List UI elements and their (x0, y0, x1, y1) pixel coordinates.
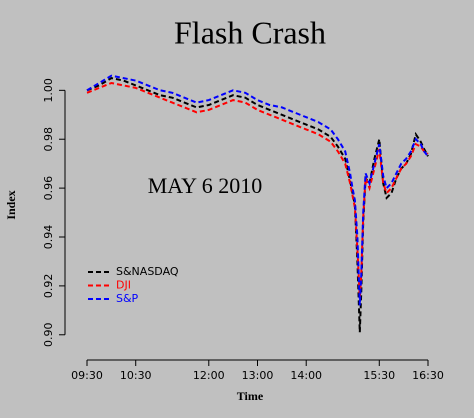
y-tick-label: 0.98 (42, 127, 55, 152)
y-tick-label: 0.96 (42, 176, 55, 201)
y-tick-label: 0.90 (42, 323, 55, 348)
y-tick-label: 1.00 (42, 78, 55, 103)
legend-label: S&NASDAQ (116, 265, 179, 278)
y-tick-label: 0.92 (42, 274, 55, 299)
x-tick-label: 13:00 (242, 369, 274, 382)
x-tick-label: 14:00 (290, 369, 322, 382)
x-axis-label: Time (237, 389, 264, 403)
x-tick-label: 10:30 (120, 369, 152, 382)
y-axis-label: Index (4, 190, 18, 219)
legend-label: S&P (116, 292, 139, 305)
x-tick-label: 16:30 (412, 369, 444, 382)
x-tick-label: 15:30 (363, 369, 395, 382)
x-tick-label: 12:00 (193, 369, 225, 382)
legend-label: DJI (116, 279, 131, 292)
y-tick-label: 0.94 (42, 225, 55, 250)
series-line (86, 74, 429, 306)
annotation: MAY 6 2010 (148, 173, 263, 198)
x-tick-label: 09:30 (71, 369, 103, 382)
chart-title: Flash Crash (174, 14, 326, 50)
series-line (86, 81, 429, 299)
